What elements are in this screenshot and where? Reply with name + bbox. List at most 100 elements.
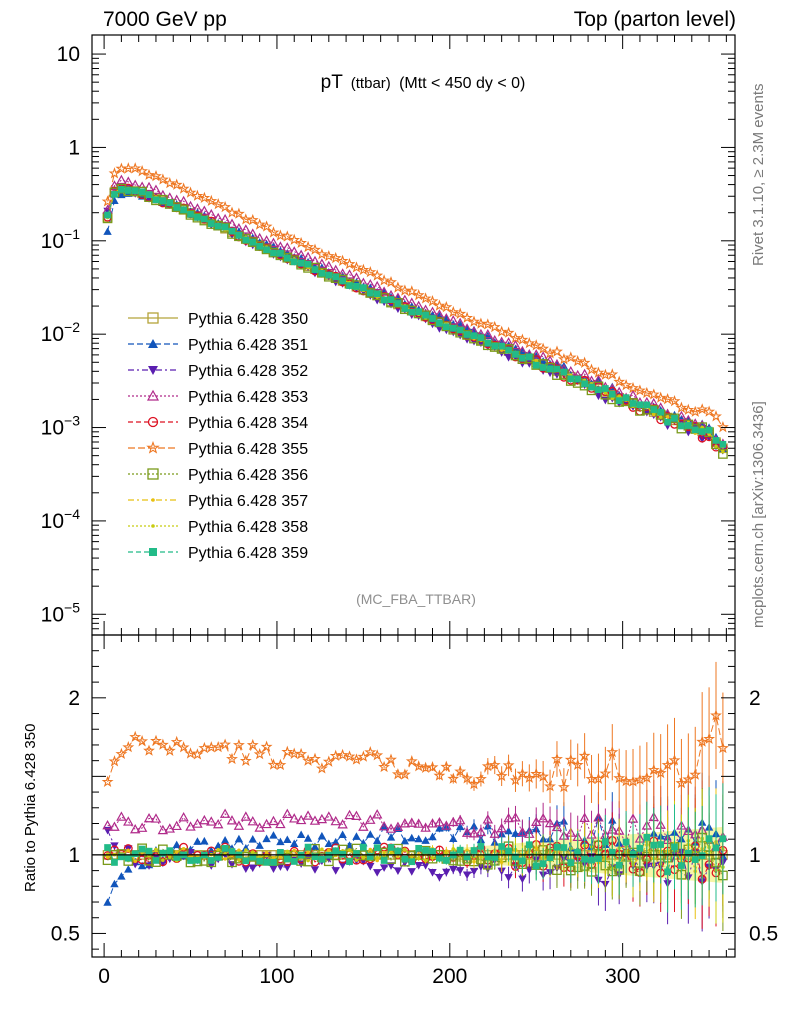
data-point	[373, 290, 381, 298]
ratio-point	[295, 814, 307, 825]
ratio-point	[123, 816, 134, 826]
legend-label: Pythia 6.428 353	[188, 389, 308, 406]
ratio-point	[496, 822, 507, 833]
data-point	[268, 237, 279, 247]
ratio-point	[166, 847, 174, 854]
data-point	[705, 426, 713, 434]
legend-label: Pythia 6.428 355	[188, 441, 308, 458]
chart-title: pT (ttbar) (Mtt < 450 dy < 0)	[321, 72, 526, 93]
ratio-point	[253, 748, 266, 760]
ratio-point	[454, 765, 467, 777]
ratio-point	[588, 856, 595, 864]
ratio-point	[429, 848, 436, 855]
ratio-point	[101, 775, 114, 788]
data-point	[344, 269, 355, 279]
data-point	[544, 347, 556, 359]
data-point	[664, 418, 671, 426]
data-point	[564, 351, 577, 363]
ratio-point	[703, 732, 716, 745]
data-point	[156, 173, 169, 185]
data-point	[710, 410, 722, 422]
ratio-point	[361, 855, 366, 859]
data-point	[364, 265, 377, 278]
ratio-point	[170, 735, 183, 748]
data-point	[118, 185, 125, 193]
data-point	[419, 292, 432, 304]
ratio-point	[682, 773, 695, 785]
data-point	[474, 317, 487, 329]
legend-entry: Pythia 6.428 357	[128, 493, 308, 510]
ratio-point	[482, 814, 494, 824]
y-tick-label: 10−1	[41, 226, 81, 253]
series-line	[107, 188, 724, 445]
ratio-point	[627, 775, 639, 787]
ratio-point	[214, 854, 222, 861]
legend-marker	[151, 498, 155, 502]
data-point	[669, 413, 680, 424]
data-point	[468, 315, 480, 327]
ratio-frame	[91, 634, 736, 958]
legend-label: Pythia 6.428 354	[188, 415, 308, 432]
data-point	[551, 345, 563, 357]
data-point	[246, 213, 259, 226]
ratio-point	[302, 754, 315, 766]
data-point	[436, 319, 443, 327]
ratio-point	[640, 771, 653, 783]
data-point	[256, 242, 264, 250]
data-point	[254, 241, 265, 251]
ratio-point	[436, 854, 443, 862]
data-point	[239, 213, 252, 225]
ratio-point	[387, 844, 395, 851]
data-point	[191, 189, 204, 201]
ratio-point	[461, 772, 474, 784]
data-point	[309, 255, 321, 266]
data-point	[516, 333, 529, 345]
ratio-point	[400, 836, 410, 845]
ratio-point	[461, 827, 473, 837]
ratio-point	[226, 752, 238, 765]
data-point	[422, 311, 429, 319]
ratio-point	[192, 818, 203, 828]
y-tick-label: 10	[57, 43, 80, 66]
ratio-point	[710, 709, 722, 721]
legend-entry: Pythia 6.428 358	[128, 519, 308, 536]
legend-marker	[148, 366, 158, 375]
main-series-359	[104, 185, 727, 448]
ratio-point	[159, 849, 167, 857]
data-point	[184, 186, 197, 198]
data-point	[415, 308, 423, 316]
ratio-point	[346, 858, 353, 866]
ratio-point	[331, 837, 340, 846]
ratio-point	[233, 820, 245, 830]
data-point	[391, 281, 404, 293]
ratio-point	[705, 835, 713, 842]
data-point	[249, 238, 257, 246]
ratio-point	[187, 857, 194, 864]
ratio-point	[282, 808, 293, 819]
ratio-point	[115, 747, 128, 759]
ratio-series-359	[104, 783, 727, 913]
data-point	[274, 229, 287, 241]
ratio-point	[495, 769, 508, 782]
data-point	[557, 353, 570, 365]
legend-label: Pythia 6.428 350	[188, 311, 308, 328]
ratio-point	[449, 866, 458, 874]
legend-marker	[151, 524, 155, 528]
ratio-line	[107, 715, 724, 788]
data-point	[226, 206, 238, 218]
ratio-point	[489, 828, 500, 838]
main-series-355	[101, 162, 729, 433]
data-point	[104, 211, 111, 219]
data-point	[232, 207, 245, 219]
ratio-point	[239, 754, 252, 767]
legend: Pythia 6.428 350 Pythia 6.428 351 Pythia 6…	[128, 311, 308, 562]
data-point	[698, 428, 706, 435]
mcplots-label: mcplots.cern.ch [arXiv:1306.3436]	[750, 401, 767, 628]
ratio-point	[434, 817, 445, 827]
ratio-point	[285, 849, 290, 854]
ratio-point	[592, 772, 605, 785]
data-point	[640, 386, 653, 399]
ratio-point	[578, 749, 591, 761]
data-point	[329, 251, 342, 264]
